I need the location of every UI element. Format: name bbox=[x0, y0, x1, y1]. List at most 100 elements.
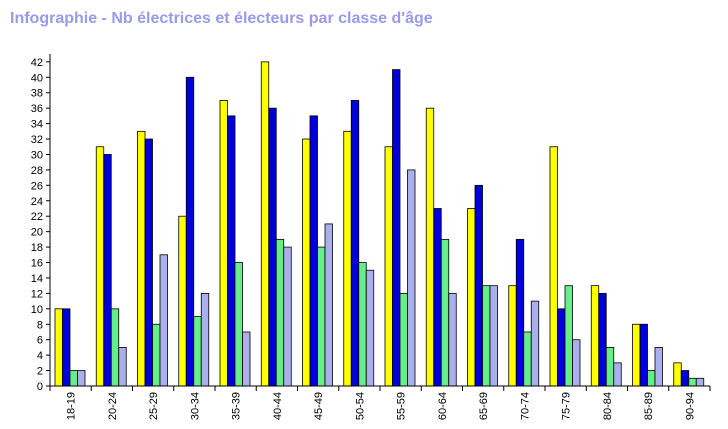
bar-70-74-s3 bbox=[523, 331, 532, 387]
bar-80-84-s4 bbox=[613, 362, 622, 387]
bar-18-19-s2 bbox=[62, 308, 71, 387]
bar-35-39-s4 bbox=[242, 331, 251, 387]
x-category-label: 18-19 bbox=[66, 392, 78, 420]
bar-65-69-s2 bbox=[474, 184, 483, 387]
bar-55-59-s1 bbox=[384, 146, 393, 387]
bar-50-54-s1 bbox=[343, 130, 352, 387]
bar-25-29-s1 bbox=[137, 130, 146, 387]
x-category-label: 60-64 bbox=[437, 392, 449, 420]
bar-90-94-s2 bbox=[680, 370, 690, 387]
bar-85-89-s2 bbox=[639, 323, 648, 387]
bar-45-49-s3 bbox=[317, 246, 326, 387]
x-category-label: 70-74 bbox=[519, 392, 531, 420]
x-category-label: 45-49 bbox=[313, 392, 325, 420]
bar-55-59-s2 bbox=[392, 69, 401, 387]
axis-layer: 0246810121416182022242628303234363840421… bbox=[31, 54, 711, 420]
x-category-label: 50-54 bbox=[354, 392, 366, 420]
bar-30-34-s3 bbox=[193, 316, 202, 387]
bar-85-89-s3 bbox=[647, 370, 656, 387]
chart-title: Infographie - Nb électrices et électeurs… bbox=[10, 10, 433, 27]
bar-70-74-s4 bbox=[530, 300, 540, 387]
bar-35-39-s2 bbox=[227, 115, 236, 387]
bar-70-74-s1 bbox=[508, 285, 517, 387]
x-category-label: 85-89 bbox=[643, 392, 655, 420]
bar-60-64-s4 bbox=[448, 292, 457, 387]
bar-85-89-s4 bbox=[654, 347, 663, 387]
x-category-label: 25-29 bbox=[148, 392, 160, 420]
y-tick-label: 34 bbox=[31, 119, 43, 131]
bar-18-19-s3 bbox=[69, 370, 78, 387]
bar-25-29-s3 bbox=[152, 323, 161, 387]
bar-65-69-s1 bbox=[467, 208, 476, 387]
bar-40-44-s1 bbox=[260, 61, 270, 387]
bar-75-79-s2 bbox=[557, 308, 566, 387]
bar-80-84-s2 bbox=[598, 292, 607, 387]
y-tick-label: 30 bbox=[31, 149, 43, 161]
bar-40-44-s2 bbox=[268, 107, 277, 387]
x-category-label: 75-79 bbox=[561, 392, 573, 420]
bar-25-29-s2 bbox=[144, 138, 153, 387]
y-tick-label: 0 bbox=[37, 381, 43, 393]
bar-18-19-s4 bbox=[77, 370, 86, 387]
bar-18-19-s1 bbox=[54, 308, 63, 387]
bar-65-69-s3 bbox=[482, 285, 491, 387]
bar-20-24-s2 bbox=[103, 154, 112, 387]
y-tick-label: 18 bbox=[31, 242, 43, 254]
y-tick-label: 20 bbox=[31, 227, 43, 239]
bar-20-24-s4 bbox=[118, 347, 127, 387]
bar-45-49-s1 bbox=[302, 138, 311, 387]
y-tick-label: 36 bbox=[31, 103, 43, 115]
bar-80-84-s1 bbox=[590, 285, 600, 387]
bar-30-34-s1 bbox=[178, 215, 187, 387]
bar-20-24-s3 bbox=[110, 308, 120, 387]
bar-85-89-s1 bbox=[632, 323, 641, 387]
y-tick-label: 28 bbox=[31, 165, 43, 177]
y-tick-label: 12 bbox=[31, 288, 43, 300]
y-tick-label: 2 bbox=[37, 366, 43, 378]
bar-70-74-s2 bbox=[515, 238, 525, 387]
bar-55-59-s3 bbox=[399, 292, 408, 387]
x-category-label: 65-69 bbox=[478, 392, 490, 420]
bar-20-24-s1 bbox=[95, 146, 105, 387]
x-category-label: 90-94 bbox=[684, 392, 696, 420]
y-tick-label: 14 bbox=[31, 273, 43, 285]
bar-75-79-s3 bbox=[564, 285, 573, 387]
y-tick-label: 6 bbox=[37, 335, 43, 347]
y-tick-label: 40 bbox=[31, 72, 43, 84]
x-category-label: 80-84 bbox=[602, 392, 614, 420]
bar-55-59-s4 bbox=[407, 169, 416, 387]
bar-80-84-s3 bbox=[605, 347, 615, 387]
bar-45-49-s2 bbox=[309, 115, 318, 387]
y-tick-label: 32 bbox=[31, 134, 43, 146]
bar-35-39-s1 bbox=[219, 100, 228, 387]
x-category-label: 30-34 bbox=[189, 392, 201, 420]
x-category-label: 40-44 bbox=[272, 392, 284, 420]
bar-90-94-s3 bbox=[688, 377, 697, 387]
bar-75-79-s1 bbox=[549, 146, 558, 387]
y-tick-label: 8 bbox=[37, 319, 43, 331]
x-category-label: 55-59 bbox=[396, 392, 408, 420]
bar-45-49-s4 bbox=[324, 223, 333, 387]
bar-50-54-s4 bbox=[365, 269, 375, 387]
x-category-label: 35-39 bbox=[231, 392, 243, 420]
bar-50-54-s3 bbox=[358, 262, 367, 387]
bar-60-64-s1 bbox=[425, 107, 435, 387]
y-tick-label: 38 bbox=[31, 88, 43, 100]
y-tick-label: 22 bbox=[31, 211, 43, 223]
bar-60-64-s2 bbox=[433, 208, 442, 387]
bar-65-69-s4 bbox=[489, 285, 498, 387]
bar-60-64-s3 bbox=[440, 238, 450, 387]
x-category-label: 20-24 bbox=[107, 392, 119, 420]
bars-layer bbox=[54, 61, 705, 387]
bar-35-39-s3 bbox=[234, 262, 243, 387]
bar-50-54-s2 bbox=[350, 100, 360, 387]
bar-40-44-s4 bbox=[283, 246, 292, 387]
y-tick-label: 24 bbox=[31, 196, 43, 208]
y-tick-label: 4 bbox=[37, 350, 43, 362]
bar-90-94-s1 bbox=[673, 362, 682, 387]
bar-40-44-s3 bbox=[275, 238, 285, 387]
bar-25-29-s4 bbox=[159, 254, 168, 387]
y-tick-label: 16 bbox=[31, 258, 43, 270]
bar-30-34-s4 bbox=[200, 292, 210, 387]
